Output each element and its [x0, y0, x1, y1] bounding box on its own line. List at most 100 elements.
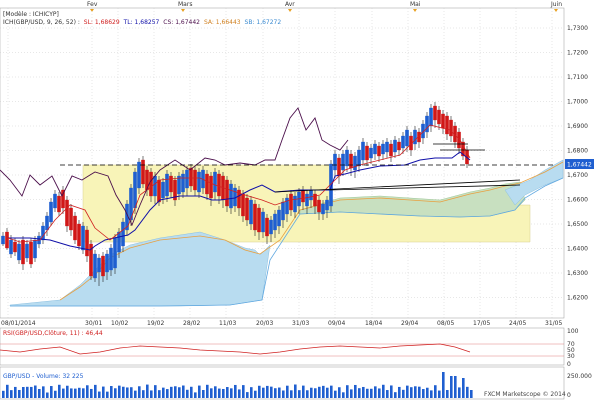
- candle-body[interactable]: [429, 107, 433, 127]
- main-price-panel[interactable]: [0, 7, 565, 319]
- candle-body[interactable]: [405, 129, 409, 147]
- candle-body[interactable]: [241, 193, 245, 217]
- candle-body[interactable]: [341, 153, 345, 171]
- candle-body[interactable]: [229, 183, 233, 209]
- candle-body[interactable]: [101, 255, 105, 277]
- candle-body[interactable]: [173, 179, 177, 201]
- candle-body[interactable]: [113, 237, 117, 269]
- candle-body[interactable]: [153, 175, 157, 197]
- candle-body[interactable]: [165, 173, 169, 197]
- candle-body[interactable]: [237, 189, 241, 209]
- candle-body[interactable]: [325, 199, 329, 211]
- candle-body[interactable]: [369, 147, 373, 159]
- candle-body[interactable]: [441, 113, 445, 129]
- candle-body[interactable]: [189, 167, 193, 187]
- candle-body[interactable]: [29, 241, 33, 265]
- candle-body[interactable]: [353, 155, 357, 171]
- candle-body[interactable]: [185, 169, 189, 189]
- candle-body[interactable]: [393, 139, 397, 153]
- candle-body[interactable]: [453, 125, 457, 143]
- candle-body[interactable]: [105, 253, 109, 273]
- candle-body[interactable]: [337, 157, 341, 177]
- candle-body[interactable]: [41, 225, 45, 241]
- candle-body[interactable]: [373, 143, 377, 155]
- candle-body[interactable]: [437, 109, 441, 125]
- candle-body[interactable]: [161, 181, 165, 199]
- candle-body[interactable]: [77, 223, 81, 247]
- candle-body[interactable]: [73, 215, 77, 241]
- candle-body[interactable]: [377, 145, 381, 157]
- candle-body[interactable]: [129, 187, 133, 221]
- candle-body[interactable]: [133, 171, 137, 209]
- candle-body[interactable]: [13, 241, 17, 253]
- candle-body[interactable]: [69, 207, 73, 231]
- candle-body[interactable]: [433, 105, 437, 121]
- candle-body[interactable]: [81, 225, 85, 251]
- candle-body[interactable]: [49, 201, 53, 223]
- candle-body[interactable]: [313, 193, 317, 207]
- candle-body[interactable]: [109, 247, 113, 271]
- rsi-panel[interactable]: [0, 327, 565, 366]
- candle-body[interactable]: [197, 171, 201, 193]
- candle-body[interactable]: [225, 179, 229, 207]
- candle-body[interactable]: [397, 141, 401, 151]
- candle-body[interactable]: [381, 143, 385, 155]
- candle-body[interactable]: [33, 239, 37, 259]
- candle-body[interactable]: [5, 231, 9, 249]
- candle-body[interactable]: [253, 203, 257, 231]
- candlestick-series[interactable]: [1, 102, 469, 286]
- candle-body[interactable]: [357, 149, 361, 167]
- candle-body[interactable]: [65, 199, 69, 227]
- candle-body[interactable]: [317, 199, 321, 213]
- candle-body[interactable]: [85, 229, 89, 257]
- candle-body[interactable]: [89, 243, 93, 277]
- candle-body[interactable]: [213, 171, 217, 193]
- candle-body[interactable]: [1, 235, 5, 245]
- candle-body[interactable]: [273, 213, 277, 231]
- candle-body[interactable]: [425, 115, 429, 133]
- candle-body[interactable]: [269, 219, 273, 235]
- candle-body[interactable]: [169, 175, 173, 193]
- candle-body[interactable]: [181, 173, 185, 193]
- candle-body[interactable]: [321, 203, 325, 215]
- candle-body[interactable]: [417, 131, 421, 143]
- candle-body[interactable]: [421, 123, 425, 139]
- candle-body[interactable]: [245, 197, 249, 221]
- candle-body[interactable]: [149, 171, 153, 197]
- candle-body[interactable]: [345, 149, 349, 167]
- candle-body[interactable]: [413, 129, 417, 145]
- candle-body[interactable]: [389, 143, 393, 157]
- candle-body[interactable]: [329, 163, 333, 207]
- candle-body[interactable]: [333, 153, 337, 171]
- candle-body[interactable]: [289, 193, 293, 211]
- candle-body[interactable]: [257, 207, 261, 233]
- candle-body[interactable]: [53, 193, 57, 209]
- candle-body[interactable]: [17, 243, 21, 261]
- candle-body[interactable]: [449, 119, 453, 137]
- candle-body[interactable]: [205, 173, 209, 195]
- candle-body[interactable]: [193, 169, 197, 191]
- candle-body[interactable]: [121, 221, 125, 247]
- candle-body[interactable]: [93, 253, 97, 279]
- candle-body[interactable]: [141, 159, 145, 185]
- candle-body[interactable]: [385, 141, 389, 153]
- candle-body[interactable]: [349, 153, 353, 169]
- candle-body[interactable]: [9, 239, 13, 255]
- candle-body[interactable]: [293, 195, 297, 213]
- candle-body[interactable]: [261, 211, 265, 233]
- candle-body[interactable]: [457, 131, 461, 149]
- candle-body[interactable]: [285, 197, 289, 215]
- candle-body[interactable]: [157, 179, 161, 203]
- candle-body[interactable]: [365, 145, 369, 161]
- candle-body[interactable]: [217, 173, 221, 197]
- candle-body[interactable]: [281, 201, 285, 221]
- candle-body[interactable]: [177, 175, 181, 195]
- candle-body[interactable]: [25, 243, 29, 259]
- candle-body[interactable]: [445, 115, 449, 135]
- candle-body[interactable]: [305, 193, 309, 207]
- candle-body[interactable]: [21, 239, 25, 265]
- candle-body[interactable]: [401, 135, 405, 149]
- candle-body[interactable]: [209, 175, 213, 199]
- candle-body[interactable]: [361, 141, 365, 161]
